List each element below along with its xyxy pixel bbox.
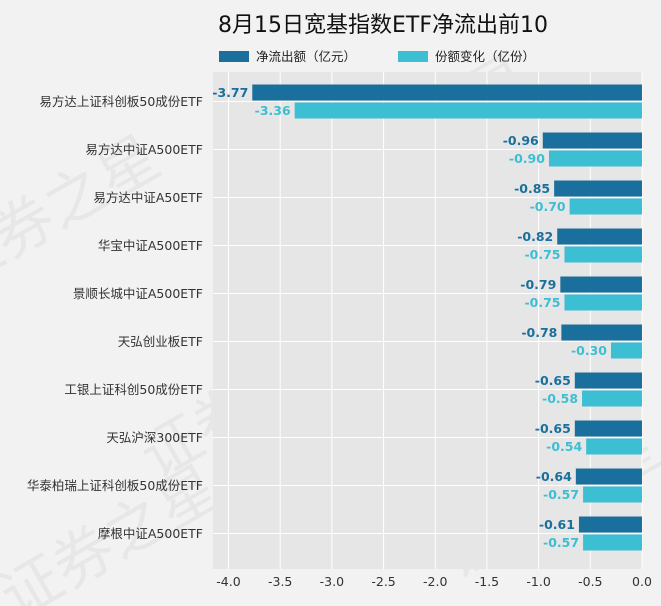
bar-net-outflow xyxy=(574,420,642,437)
bar-value-label: -0.79 xyxy=(520,277,556,292)
legend-swatch xyxy=(398,51,428,62)
bar-net-outflow xyxy=(557,228,642,245)
bar-share-change xyxy=(564,246,642,263)
bar-value-label: -0.78 xyxy=(521,325,557,340)
x-tick-label: -3.5 xyxy=(268,574,292,589)
bar-value-label: -0.85 xyxy=(514,181,550,196)
y-tick-label: 华泰柏瑞上证科创板50成份ETF xyxy=(27,478,203,493)
y-tick-label: 景顺长城中证A500ETF xyxy=(73,286,203,301)
x-tick-label: 0.0 xyxy=(632,574,652,589)
y-tick-label: 摩根中证A500ETF xyxy=(98,526,203,541)
bar-share-change xyxy=(582,390,642,407)
legend-swatch xyxy=(219,51,249,62)
bar-net-outflow xyxy=(554,180,642,197)
y-axis-labels: 易方达上证科创板50成份ETF 易方达中证A500ETF 易方达中证A50ETF 华宝… xyxy=(27,94,203,541)
x-tick-label: -1.5 xyxy=(475,574,499,589)
bar-net-outflow xyxy=(542,132,642,149)
legend-label: 份额变化（亿份） xyxy=(435,49,535,64)
bar-value-label: -0.54 xyxy=(546,439,582,454)
x-tick-label: -2.5 xyxy=(371,574,395,589)
bar-net-outflow xyxy=(578,516,642,533)
bar-share-change xyxy=(294,102,642,119)
x-tick-label: -0.5 xyxy=(578,574,602,589)
bar-value-label: -0.75 xyxy=(524,247,560,262)
x-tick-label: -1.0 xyxy=(526,574,550,589)
bar-value-label: -0.96 xyxy=(503,133,539,148)
bar-share-change xyxy=(583,486,642,503)
y-tick-label: 天弘创业板ETF xyxy=(118,334,203,349)
bar-value-label: -3.77 xyxy=(212,85,248,100)
bar-net-outflow xyxy=(575,468,642,485)
bars xyxy=(252,84,642,551)
y-tick-label: 华宝中证A500ETF xyxy=(98,238,203,253)
legend-label: 净流出额（亿元） xyxy=(256,49,356,64)
x-tick-label: -4.0 xyxy=(216,574,240,589)
y-tick-label: 易方达中证A50ETF xyxy=(93,190,203,205)
bar-net-outflow xyxy=(252,84,642,101)
chart-title: 8月15日宽基指数ETF净流出前10 xyxy=(218,13,548,38)
bar-share-change xyxy=(548,150,642,167)
bar-value-label: -0.75 xyxy=(524,295,560,310)
bar-labels: -3.77 -3.36 -0.96 -0.90 -0.85 -0.70 -0.82 -0.75… xyxy=(212,85,607,550)
bar-value-label: -0.65 xyxy=(535,373,571,388)
bar-value-label: -0.58 xyxy=(542,391,578,406)
bar-share-change xyxy=(569,198,642,215)
bar-value-label: -0.65 xyxy=(535,421,571,436)
bar-value-label: -0.64 xyxy=(536,469,572,484)
y-tick-label: 易方达中证A500ETF xyxy=(85,142,203,157)
bar-share-change xyxy=(610,342,642,359)
bar-value-label: -0.90 xyxy=(509,151,545,166)
legend: 净流出额（亿元） 份额变化（亿份） xyxy=(219,49,535,64)
bar-net-outflow xyxy=(574,372,642,389)
bar-value-label: -0.70 xyxy=(530,199,566,214)
bar-value-label: -0.61 xyxy=(539,517,575,532)
bar-value-label: -0.57 xyxy=(543,535,579,550)
bar-value-label: -0.57 xyxy=(543,487,579,502)
bar-value-label: -0.30 xyxy=(571,343,607,358)
bar-share-change xyxy=(583,534,642,551)
bar-net-outflow xyxy=(561,324,642,341)
y-tick-label: 天弘沪深300ETF xyxy=(106,430,203,445)
bar-value-label: -3.36 xyxy=(255,103,291,118)
y-tick-label: 工银上证科创50成份ETF xyxy=(64,382,203,397)
bar-share-change xyxy=(586,438,642,455)
x-axis-labels: -4.0 -3.5 -3.0 -2.5 -2.0 -1.5 -1.0 -0.5 0.0 xyxy=(216,574,652,589)
x-tick-label: -2.0 xyxy=(423,574,447,589)
y-tick-label: 易方达上证科创板50成份ETF xyxy=(39,94,203,109)
bar-net-outflow xyxy=(560,276,642,293)
bar-value-label: -0.82 xyxy=(517,229,553,244)
x-tick-label: -3.0 xyxy=(320,574,344,589)
bar-share-change xyxy=(564,294,642,311)
